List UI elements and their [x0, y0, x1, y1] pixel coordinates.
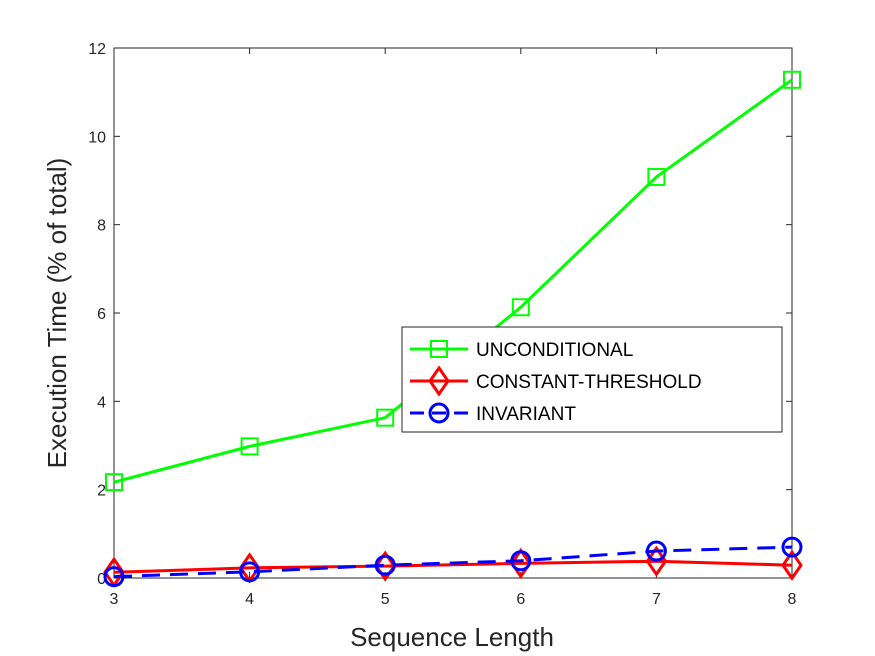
- x-tick-label: 3: [110, 591, 119, 608]
- data-point-diamond: [781, 549, 803, 581]
- legend-label: UNCONDITIONAL: [476, 340, 633, 361]
- y-tick-label: 12: [88, 41, 106, 58]
- x-tick-label: 7: [652, 591, 661, 608]
- y-axis-ticks: 0 2 4 6 8 10 12: [88, 41, 792, 588]
- plot-area: [113, 47, 793, 579]
- legend-entry: CONSTANT-THRESHOLD: [410, 365, 702, 397]
- y-tick-label: 0: [97, 571, 106, 588]
- legend-label: CONSTANT-THRESHOLD: [476, 372, 702, 393]
- data-point-square: [240, 437, 259, 456]
- data-point-circle: [239, 561, 261, 583]
- data-point-square: [647, 167, 666, 186]
- legend-marker-circle: [428, 402, 450, 424]
- y-tick-label: 10: [88, 129, 106, 146]
- data-point-circle: [103, 566, 125, 588]
- legend: UNCONDITIONAL CONSTANT-THRESHOLD INVARIANT: [401, 326, 783, 433]
- data-point-circle: [645, 540, 667, 562]
- x-axis-label: Sequence Length: [350, 622, 554, 652]
- x-tick-label: 4: [245, 591, 254, 608]
- series-line: [113, 545, 793, 579]
- data-point-circle: [781, 536, 803, 558]
- y-tick-label: 2: [97, 483, 106, 500]
- series-line: [113, 559, 793, 574]
- legend-marker-square: [430, 340, 448, 358]
- data-point-square: [511, 298, 530, 317]
- legend-entry: UNCONDITIONAL: [410, 340, 633, 361]
- data-point-square: [783, 70, 801, 89]
- data-point-circle: [374, 554, 396, 576]
- data-point-square: [105, 473, 123, 492]
- series-invariant: [103, 536, 803, 588]
- data-point-diamond: [509, 547, 532, 580]
- legend-entry: INVARIANT: [410, 402, 576, 425]
- axes-frame: [113, 47, 793, 579]
- y-tick-label: 4: [97, 394, 106, 411]
- x-tick-label: 8: [788, 591, 797, 608]
- y-tick-label: 8: [97, 218, 106, 235]
- data-point-square: [376, 408, 395, 427]
- x-tick-label: 5: [381, 591, 390, 608]
- data-point-diamond: [374, 550, 397, 582]
- legend-marker-diamond: [428, 365, 450, 397]
- x-tick-label: 6: [516, 591, 525, 608]
- y-tick-label: 6: [97, 306, 106, 323]
- data-point-circle: [510, 550, 532, 572]
- y-axis-label: Execution Time (% of total): [42, 158, 72, 469]
- legend-label: INVARIANT: [476, 404, 576, 425]
